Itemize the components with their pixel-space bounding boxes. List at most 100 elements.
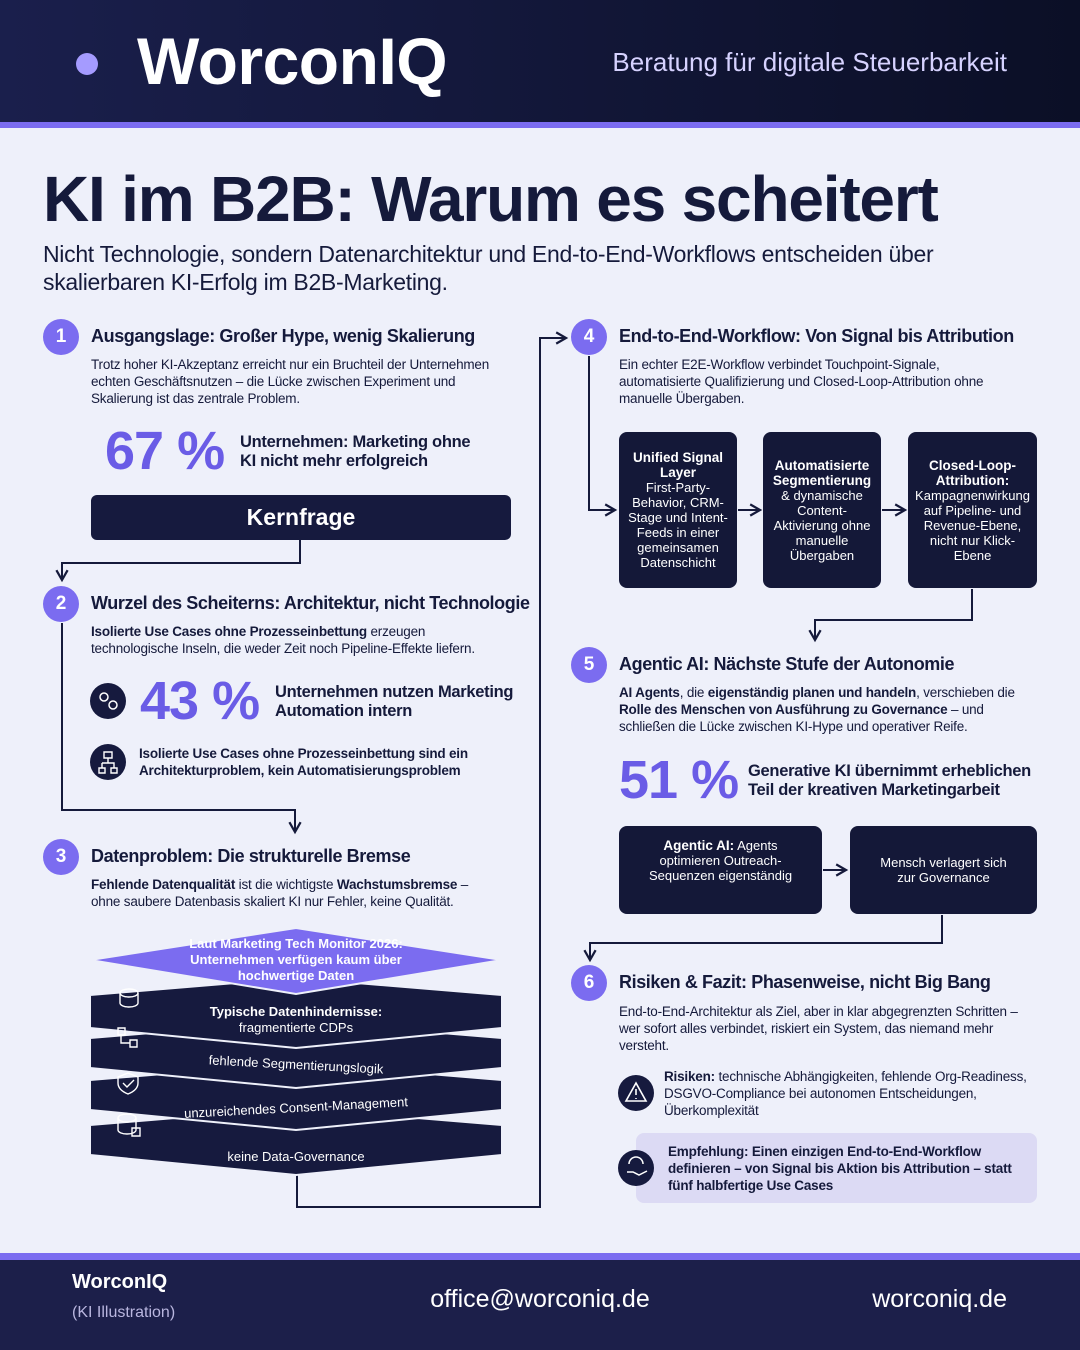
layer [89,976,503,1050]
text-span: fragmentierte CDPs [238,1020,354,1035]
brand-dot [76,53,98,75]
stat-label: Unternehmen: Marketing ohne KI nicht meh… [240,433,471,470]
connector [588,356,618,517]
text-span: AI Agents [619,685,680,700]
text-span: Wachstumsbremse [336,877,458,892]
icon-glyph [117,1027,138,1048]
text-span: – ohne saubere Datenbasis skaliert KI nu… [91,877,469,909]
footer-accent [0,1253,1080,1260]
badge [43,586,79,622]
subtitle: Nicht Technologie, sondern Datenarchitek… [43,241,934,295]
text-span: Laut Marketing Tech Monitor 2026: [189,936,403,951]
recommendation: Empfehlung: Einen einzigen End-to-End-Wo… [668,1144,1012,1193]
text-span: Isolierte Use Cases ohne Prozesseinbettu… [91,624,367,639]
text-span: Rolle des Menschen von Ausführung zu Gov… [619,702,948,717]
agent-box: Agentic AI: Agents optimieren Outreach-S… [619,826,822,914]
layer-top [89,926,503,996]
stat-value: 51 % [619,750,739,810]
badge [571,965,607,1001]
box-bg [763,432,881,588]
layer-label: keine Data-Governance [90,1149,502,1165]
box-bg [619,826,822,914]
note: Isolierte Use Cases ohne Prozesseinbettu… [139,746,468,778]
text-span: technische Abhängigkeiten, fehlende Org-… [664,1069,1027,1118]
section-heading: Ausgangslage: Großer Hype, wenig Skalier… [91,326,475,346]
badge [571,319,607,355]
footer-note: (KI Illustration) [72,1304,176,1321]
box-text: First-Party-Behavior, CRM-Stage und Inte… [628,480,728,570]
icon-glyph [117,1072,139,1095]
title: KI im B2B: Warum es scheitert [43,163,939,235]
section-heading: End-to-End-Workflow: Von Signal bis Attr… [619,326,1014,346]
icon [618,1150,654,1186]
box-bg [908,432,1037,588]
section-text: Isolierte Use Cases ohne Prozesseinbettu… [91,623,511,657]
badge [43,839,79,875]
box-text: & dynamische Content-Aktivierung ohne ma… [773,487,871,563]
header-accent [0,122,1080,128]
workflow-box: Automatisierte Segmentierung & dynamisch… [763,432,881,588]
icon-glyph [99,692,109,702]
layer-stack [89,926,503,1177]
section-number: 4 [583,326,595,347]
brand: WorconIQ [137,24,448,98]
icon-glyph [108,700,118,710]
section-number: 3 [55,846,67,867]
badge [43,319,79,355]
stat-label: Generative KI übernimmt erheblichen Teil… [748,762,1031,799]
section-text: AI Agents, die eigenständig planen und h… [619,684,1034,735]
workflow-boxes [619,432,1037,914]
icons [90,683,654,1111]
section-number: 5 [583,654,595,675]
layer [89,1106,503,1177]
section-heading: Agentic AI: Nächste Stufe der Autonomie [619,654,955,674]
text-span: Risiken: [664,1069,715,1084]
footer-brand: WorconIQ [72,1271,168,1293]
icon-glyph [98,751,118,774]
section-text: Fehlende Datenqualität ist die wichtigst… [91,876,491,910]
text-span: Typische Datenhindernisse: [209,1004,383,1019]
box-title: Closed-Loop-Attribution: [929,457,1016,488]
text-span: – und schließen die Lücke zwischen KI-Hy… [619,702,984,734]
connector [55,540,301,583]
text-span: erzeugen technologische Inseln, die wede… [91,624,475,656]
footer-website: worconiq.de [872,1285,1007,1313]
connector [583,915,943,963]
connector [296,331,569,1208]
icon-glyph [627,1156,648,1176]
connector [61,623,302,835]
icon-glyph [624,1081,648,1102]
button-label: Kernfrage [246,504,356,530]
section-text: Trotz hoher KI-Akzeptanz erreicht nur ei… [91,356,511,407]
layer-label: Typische Datenhindernisse: fragmentierte … [90,1004,502,1036]
connectors [55,331,973,1208]
box-text: Kampagnenwirkung auf Pipeline- und Reven… [915,487,1030,563]
connector [808,589,973,643]
badge [571,647,607,683]
button-bg [91,495,511,540]
text-span: hochwertige Daten [237,968,355,983]
text-span: ist die wichtigste [235,877,337,892]
icon-glyph [119,993,139,1008]
box-title: Automatisierte Segmentierung [772,457,872,488]
section-number: 6 [583,972,595,993]
risks: Risiken: technische Abhängigkeiten, fehl… [664,1068,1042,1119]
layer-label: Laut Marketing Tech Monitor 2026: Unterne… [90,936,502,984]
text-span: , die [679,685,708,700]
text-span: , verschieben die [916,685,1015,700]
stat-value: 43 % [140,671,260,731]
text-span: Trotz hoher KI-Akzeptanz erreicht nur ei… [91,357,490,406]
layer-icons [117,988,141,1137]
section-text: End-to-End-Architektur als Ziel, aber in… [619,1003,1034,1054]
section-text: Ein echter E2E-Workflow verbindet Touchp… [619,356,1024,407]
number-badges [43,319,607,1001]
header-bg [0,0,1080,122]
layer [89,1061,503,1132]
workflow-box: Closed-Loop-Attribution: Kampagnenwirkun… [908,432,1037,588]
text-span: Fehlende Datenqualität [91,877,236,892]
section-heading: Risiken & Fazit: Phasenweise, nicht Big … [619,972,991,992]
box-text: Agents optimieren Outreach-Sequenzen eig… [648,838,793,883]
agent-box: Mensch verlagert sich zur Governance [850,826,1037,914]
workflow-box: Unified Signal Layer First-Party-Behavio… [619,432,737,588]
recommendation-bg [636,1133,1037,1203]
